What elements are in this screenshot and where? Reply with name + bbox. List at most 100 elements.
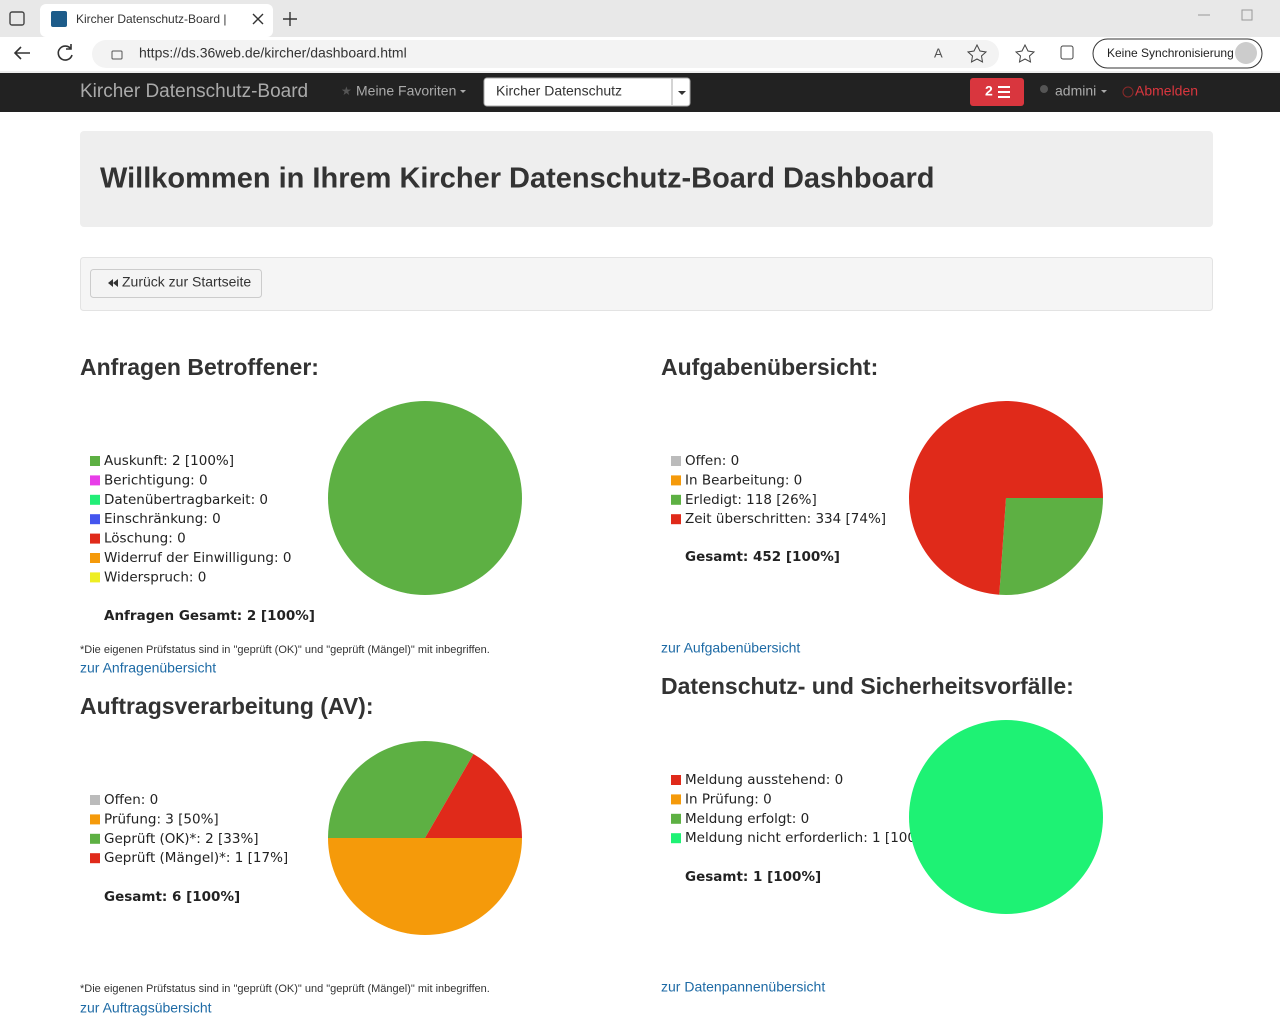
legend-entry: Löschung: 0	[104, 531, 186, 547]
favicon	[51, 11, 67, 27]
caret	[460, 90, 466, 93]
action-well	[80, 257, 1213, 311]
tab-title: Kircher Datenschutz-Board | Das	[76, 12, 251, 26]
brand[interactable]: Kircher Datenschutz-Board	[80, 81, 308, 102]
backward-icon	[108, 279, 118, 287]
pie-slice	[328, 401, 522, 595]
legend-entry: Prüfung: 3 [50%]	[104, 811, 219, 827]
panel-heading: Auftragsverarbeitung (AV):	[80, 693, 374, 719]
legend-swatch	[90, 833, 100, 844]
back-button[interactable]	[90, 269, 262, 298]
select-caret	[678, 91, 686, 95]
overview-link[interactable]: zur Aufgabenübersicht	[661, 640, 800, 656]
task-badge-count: 2	[985, 83, 993, 99]
active-tab[interactable]	[40, 4, 273, 37]
back-button-label: Zurück zur Startseite	[122, 274, 251, 290]
task-badge[interactable]	[970, 78, 1024, 106]
legend-entry: Widerruf der Einwilligung: 0	[104, 550, 291, 566]
legend-swatch	[671, 456, 681, 466]
footnote: *Die eigenen Prüfstatus sind in "geprüft…	[80, 983, 490, 995]
legend-entry: Datenübertragbarkeit: 0	[104, 492, 268, 508]
pie-slice	[999, 498, 1103, 595]
legend-swatch	[90, 572, 100, 583]
power-icon	[1122, 86, 1134, 98]
profile-avatar[interactable]	[1235, 42, 1257, 64]
legend-swatch	[671, 813, 681, 824]
legend-entry: Meldung nicht erforderlich: 1 [100%]	[685, 830, 934, 846]
panel-heading: Anfragen Betroffener:	[80, 354, 319, 380]
legend-swatch	[671, 514, 681, 525]
favorites-list-icon[interactable]	[1014, 43, 1036, 63]
legend-entry: Widerspruch: 0	[104, 569, 206, 585]
legend-swatch	[90, 853, 100, 864]
reload-icon[interactable]	[57, 44, 73, 61]
tab-actions-icon[interactable]	[9, 11, 25, 26]
footnote: *Die eigenen Prüfstatus sind in "geprüft…	[80, 644, 490, 656]
overview-link[interactable]: zur Datenpannenübersicht	[661, 979, 825, 995]
caret	[1101, 90, 1107, 93]
welcome-box	[80, 131, 1213, 227]
legend-swatch	[90, 475, 100, 486]
panel-heading: Aufgabenübersicht:	[661, 354, 878, 380]
star-icon: ★	[341, 84, 352, 98]
total: Anfragen Gesamt: 2 [100%]	[104, 608, 315, 624]
legend-entry: Zeit überschritten: 334 [74%]	[685, 511, 886, 527]
legend-entry: Meldung ausstehend: 0	[685, 772, 843, 788]
legend-entry: Offen: 0	[685, 453, 739, 469]
pie-slice	[425, 753, 522, 838]
user-icon	[1040, 85, 1048, 93]
legend-entry: Auskunft: 2 [100%]	[104, 453, 234, 469]
lock-icon	[111, 50, 123, 60]
legend-swatch	[671, 833, 681, 844]
pie-slice	[909, 720, 1103, 914]
list-icon	[998, 86, 1010, 98]
user-menu[interactable]: admini	[1055, 83, 1096, 99]
legend-entry: Geprüft (Mängel)*: 1 [17%]	[104, 850, 288, 866]
favorite-icon[interactable]	[966, 43, 988, 63]
overview-link[interactable]: zur Anfragenübersicht	[80, 660, 216, 676]
legend-swatch	[671, 775, 681, 785]
legend-entry: Geprüft (OK)*: 2 [33%]	[104, 831, 259, 847]
legend-entry: Einschränkung: 0	[104, 511, 221, 527]
legend-entry: In Prüfung: 0	[685, 791, 772, 807]
total: Gesamt: 1 [100%]	[685, 869, 821, 885]
legend-swatch	[671, 494, 681, 505]
url: https://ds.36web.de/kircher/dashboard.ht…	[139, 45, 407, 61]
legend-entry: Offen: 0	[104, 792, 158, 808]
sync-label: Keine Synchronisierung	[1107, 46, 1234, 60]
legend-swatch	[90, 533, 100, 544]
legend-swatch	[90, 514, 100, 525]
overview-link[interactable]: zur Auftragsübersicht	[80, 1000, 212, 1016]
address-field[interactable]	[92, 40, 999, 68]
new-tab[interactable]	[283, 12, 297, 26]
pie-slice	[328, 838, 522, 935]
legend-swatch	[90, 553, 100, 563]
collections-icon[interactable]	[1060, 45, 1074, 60]
maximize[interactable]	[1241, 9, 1253, 21]
legend-entry: Erledigt: 118 [26%]	[685, 492, 817, 508]
sync-button[interactable]	[1092, 38, 1263, 69]
legend-swatch	[90, 814, 100, 825]
tab-close[interactable]	[252, 13, 264, 25]
client-select[interactable]	[483, 77, 691, 107]
legend-swatch	[671, 475, 681, 486]
back-icon[interactable]	[13, 46, 30, 60]
legend-entry: Berichtigung: 0	[104, 472, 208, 488]
legend-swatch	[90, 494, 100, 505]
legend-swatch	[671, 794, 681, 805]
legend-swatch	[90, 795, 100, 805]
read-aloud-icon[interactable]: A	[934, 45, 943, 60]
legend-swatch	[90, 456, 100, 466]
logout[interactable]: Abmelden	[1135, 83, 1198, 99]
total: Gesamt: 6 [100%]	[104, 889, 240, 905]
pie-slice	[909, 401, 1103, 595]
welcome-title: Willkommen in Ihrem Kircher Datenschutz-…	[100, 163, 934, 195]
favorites-menu[interactable]: Meine Favoriten	[356, 83, 456, 99]
pie-slice	[328, 741, 474, 838]
panel-heading: Datenschutz- und Sicherheitsvorfälle:	[661, 673, 1074, 699]
client-select-value: Kircher Datenschutz	[496, 83, 622, 99]
total: Gesamt: 452 [100%]	[685, 549, 840, 565]
